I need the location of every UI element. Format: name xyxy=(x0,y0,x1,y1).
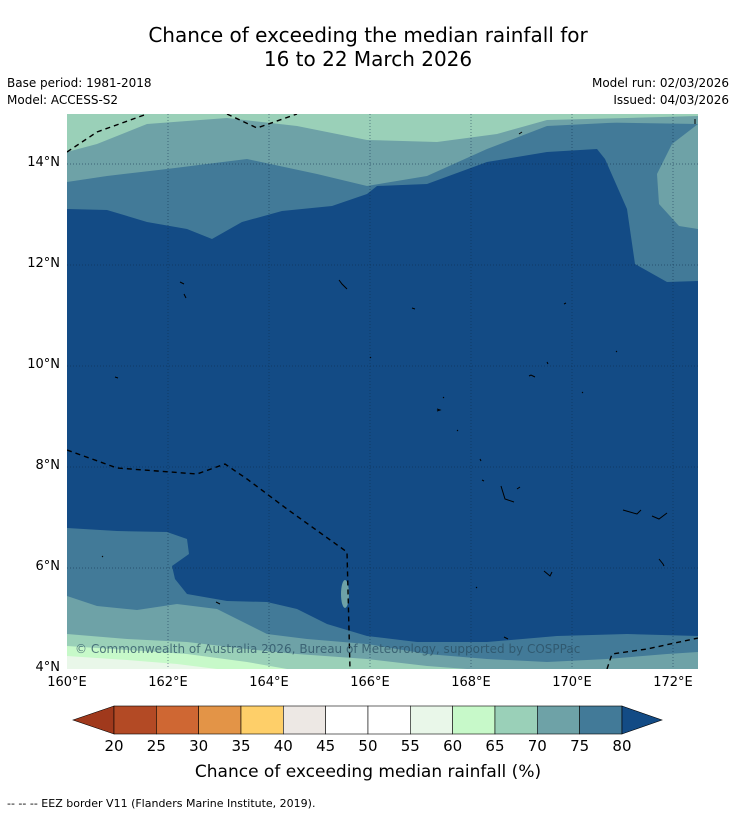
lon-label-164: 164°E xyxy=(249,675,289,690)
eez-footnote: -- -- -- EEZ border V11 (Flanders Marine… xyxy=(7,797,316,810)
colorbar-boxes xyxy=(113,705,623,735)
colorbar-box-c35_40 xyxy=(240,705,284,735)
lon-label-162: 162°E xyxy=(148,675,188,690)
lon-label-166: 166°E xyxy=(350,675,390,690)
band-65-70-north xyxy=(67,114,698,152)
cb-label-80: 80 xyxy=(612,737,632,755)
model-name: Model: ACCESS-S2 xyxy=(7,93,119,107)
lat-label-10: 10°N xyxy=(27,357,60,372)
cb-label-25: 25 xyxy=(146,737,166,755)
colorbar-box-c50_55 xyxy=(367,705,411,735)
cb-label-35: 35 xyxy=(231,737,251,755)
issued-date: Issued: 04/03/2026 xyxy=(613,93,729,107)
cb-label-75: 75 xyxy=(570,737,590,755)
chart-title-line2: 16 to 22 March 2026 xyxy=(263,47,473,71)
copyright-notice: © Commonwealth of Australia 2026, Bureau… xyxy=(75,642,581,656)
lat-label-4: 4°N xyxy=(35,660,61,675)
colorbar-box-c60_65 xyxy=(452,705,496,735)
lat-label-8: 8°N xyxy=(35,458,61,473)
cb-label-60: 60 xyxy=(443,737,463,755)
colorbar-box-c55_60 xyxy=(410,705,453,735)
graticule xyxy=(67,114,698,669)
lon-label-172: 172°E xyxy=(653,675,693,690)
band-55-60-south xyxy=(67,656,217,669)
colorbar-box-c65_70 xyxy=(494,705,538,735)
colorbar-box-c40_45 xyxy=(283,705,326,735)
cb-label-70: 70 xyxy=(527,737,547,755)
lat-label-6: 6°N xyxy=(35,559,61,574)
colorbar xyxy=(72,705,663,735)
colorbar-box-c75_80 xyxy=(579,705,623,735)
colorbar-box-c45_50 xyxy=(325,705,369,735)
lon-label-170: 170°E xyxy=(552,675,592,690)
cb-label-45: 45 xyxy=(316,737,336,755)
lon-label-168: 168°E xyxy=(451,675,491,690)
cb-label-65: 65 xyxy=(485,737,505,755)
base-period: Base period: 1981-2018 xyxy=(7,76,152,90)
band-above-80 xyxy=(67,149,698,642)
lat-label-14: 14°N xyxy=(27,155,60,170)
cb-label-55: 55 xyxy=(400,737,420,755)
colorbar-box-c70_75 xyxy=(536,705,580,735)
colorbar-box-c30_35 xyxy=(198,705,242,735)
lon-label-160: 160°E xyxy=(47,675,87,690)
map-area[interactable] xyxy=(67,114,698,669)
cb-label-40: 40 xyxy=(273,737,293,755)
lat-label-12: 12°N xyxy=(27,256,60,271)
chart-title-line1: Chance of exceeding the median rainfall … xyxy=(148,23,588,47)
cb-label-50: 50 xyxy=(358,737,378,755)
map-svg xyxy=(67,114,698,669)
colorbar-extend-below xyxy=(72,705,115,735)
cb-label-30: 30 xyxy=(189,737,209,755)
colorbar-extend-above xyxy=(621,705,663,735)
colorbar-title: Chance of exceeding median rainfall (%) xyxy=(194,762,542,782)
island-anomaly xyxy=(341,580,349,608)
islands xyxy=(101,119,696,640)
band-70-75-north xyxy=(67,114,698,186)
colorbar-box-c20_25 xyxy=(113,705,157,735)
model-run: Model run: 02/03/2026 xyxy=(591,76,729,90)
eez-borders xyxy=(67,114,698,669)
colorbar-box-c25_30 xyxy=(156,705,199,735)
cb-label-20: 20 xyxy=(104,737,124,755)
